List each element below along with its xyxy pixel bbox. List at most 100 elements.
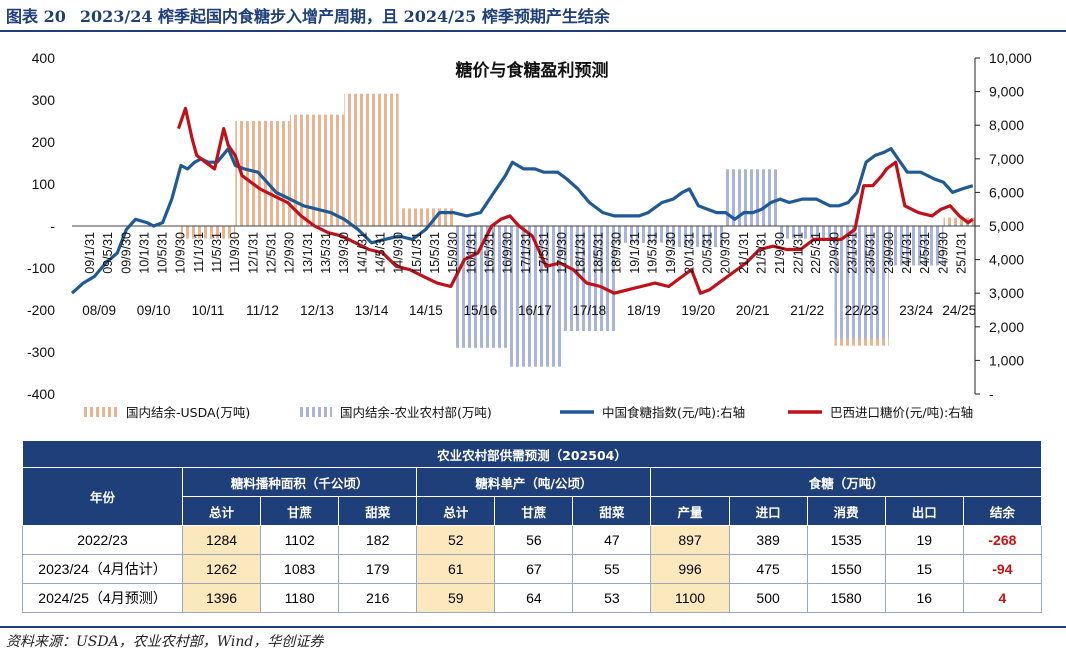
right-axis-tick: 1,000 (989, 352, 1024, 368)
date-tick-label: 21/5/31 (755, 232, 769, 274)
legend-swatch (298, 407, 332, 417)
table-cell: 19 (884, 525, 964, 555)
table-cell: 475 (728, 554, 808, 584)
table-cell: 389 (728, 525, 808, 555)
subheader: 产量 (650, 496, 730, 526)
left-axis-tick: 400 (32, 50, 56, 66)
balance-cell: -268 (962, 525, 1043, 555)
date-tick-label: 11/1/31 (192, 232, 206, 273)
table-row: 2023/24（4月估计） 1262 1083 179 61 67 55 996 475 1550… (22, 554, 1043, 584)
date-tick-label: 21/1/31 (737, 232, 751, 274)
subheader: 消费 (806, 496, 886, 526)
table-cell: 52 (416, 525, 496, 555)
row-year: 2023/24（4月估计） (22, 554, 183, 584)
subheader: 甜菜 (572, 496, 652, 526)
date-tick-label: 25/1/31 (955, 232, 969, 274)
usda-bar (235, 121, 290, 226)
date-tick-label: 12/1/31 (247, 232, 261, 274)
brazil-import-price-line (176, 106, 974, 295)
left-axis-tick: -100 (27, 260, 55, 276)
moa-bar (943, 224, 975, 226)
season-label: 23/24 (899, 303, 933, 318)
date-tick-label: 14/1/31 (356, 232, 370, 274)
season-label: 20/21 (736, 303, 770, 318)
right-axis-tick: 5,000 (989, 218, 1024, 234)
moa-bar (725, 169, 780, 226)
date-tick-label: 24/9/30 (936, 232, 950, 274)
season-label: 14/15 (409, 303, 443, 318)
season-label: 11/12 (246, 303, 279, 318)
table-cell: 56 (494, 525, 574, 555)
date-tick-label: 18/9/30 (610, 232, 624, 274)
moa-bar (671, 226, 726, 247)
table-row: 2022/23 1284 1102 182 52 56 47 897 389 1535 19 -268 (22, 525, 1043, 555)
subheader: 甘蔗 (260, 496, 340, 526)
date-tick-label: 22/1/31 (791, 232, 805, 274)
left-axis-tick: - (50, 218, 55, 234)
legend-label: 国内结余-USDA(万吨) (126, 405, 250, 420)
table-cell: 1102 (260, 525, 340, 555)
table-cell: 897 (650, 525, 730, 555)
table-cell: 64 (494, 583, 574, 613)
subheader: 总计 (181, 496, 262, 526)
group-header-sugar: 食糖（万吨） (650, 467, 1042, 497)
subheader: 甘蔗 (494, 496, 574, 526)
date-tick-label: 10/5/31 (156, 232, 170, 274)
date-tick-label: 23/5/31 (864, 232, 878, 274)
table-cell: 182 (338, 525, 418, 555)
date-tick-label: 13/1/31 (301, 232, 315, 274)
season-label: 17/18 (572, 303, 606, 318)
left-axis-tick: -300 (27, 344, 55, 360)
usda-bar (289, 114, 345, 226)
date-tick-label: 17/9/30 (555, 232, 569, 274)
date-tick-label: 24/1/31 (900, 232, 914, 274)
date-tick-label: 19/1/31 (628, 232, 642, 274)
date-tick-label: 15/1/31 (410, 232, 424, 274)
date-tick-label: 11/5/31 (210, 232, 224, 273)
date-tick-label: 09/9/30 (119, 232, 133, 274)
legend-swatch (84, 407, 118, 417)
table-cell: 59 (416, 583, 496, 613)
legend-label: 国内结余-农业农村部(万吨) (340, 405, 492, 420)
table-cell: 1580 (806, 583, 886, 613)
date-tick-label: 23/9/30 (882, 232, 896, 274)
table-cell: 1083 (260, 554, 340, 584)
row-year: 2024/25（4月预测） (22, 583, 183, 613)
table-cell: 67 (494, 554, 574, 584)
usda-bar (180, 226, 236, 239)
date-tick-label: 19/5/31 (646, 232, 660, 274)
season-label: 18/19 (627, 303, 661, 318)
date-tick-label: 09/5/31 (101, 232, 115, 274)
season-label: 22/23 (845, 303, 879, 318)
date-tick-label: 16/5/31 (482, 232, 496, 274)
table-row: 2024/25（4月预测） 1396 1180 216 59 64 53 1100 500 158… (22, 583, 1043, 613)
date-tick-label: 09/1/31 (83, 232, 97, 274)
date-tick-label: 19/9/30 (664, 232, 678, 274)
year-header: 年份 (22, 467, 183, 526)
figure-title: 图表 20 2023/24 榨季起国内食糖步入增产周期，且 2024/25 榨季预… (6, 4, 1060, 30)
left-axis-tick: -200 (27, 302, 55, 318)
moa-bar (780, 226, 835, 239)
table-title: 农业农村部供需预测（202504） (22, 440, 1042, 468)
date-tick-label: 17/1/31 (519, 232, 533, 274)
date-tick-label: 11/9/30 (228, 232, 242, 273)
legend-label: 巴西进口糖价(元/吨):右轴 (830, 405, 973, 420)
left-axis-tick: 200 (32, 134, 56, 150)
table-cell: 55 (572, 554, 652, 584)
table-cell: 216 (338, 583, 418, 613)
season-label: 10/11 (192, 303, 225, 318)
source-rule (0, 626, 1066, 628)
moa-bar (562, 226, 617, 331)
date-tick-label: 22/9/30 (827, 232, 841, 274)
date-tick-label: 13/5/31 (319, 232, 333, 274)
usda-bar (943, 217, 975, 226)
season-label: 24/25 (942, 303, 976, 318)
group-header-yield: 糖料单产（吨/公顷） (416, 467, 652, 497)
right-axis-tick: 10,000 (989, 50, 1032, 66)
right-axis-tick: 9,000 (989, 84, 1024, 100)
date-tick-label: 23/1/31 (846, 232, 860, 274)
subheader: 甜菜 (338, 496, 418, 526)
legend-label: 中国食糖指数(元/吨):右轴 (602, 405, 745, 420)
right-axis-tick: 6,000 (989, 184, 1024, 200)
subheader: 结余 (962, 496, 1043, 526)
